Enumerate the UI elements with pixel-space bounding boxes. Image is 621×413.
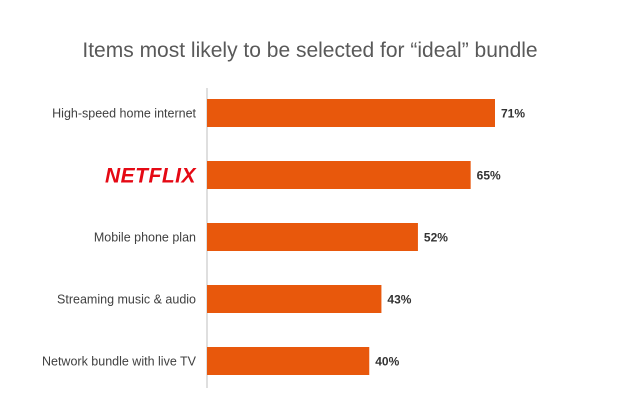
bar-3 (207, 285, 382, 313)
bar-0 (207, 99, 495, 127)
value-label-1: 65% (477, 169, 501, 183)
chart-title: Items most likely to be selected for “id… (82, 39, 537, 62)
value-label-2: 52% (424, 231, 448, 245)
value-label-4: 40% (375, 355, 399, 369)
value-label-3: 43% (387, 293, 411, 307)
category-label-4: Network bundle with live TV (42, 355, 197, 369)
value-label-0: 71% (501, 107, 525, 121)
bar-4 (207, 347, 370, 375)
category-label-3: Streaming music & audio (57, 293, 196, 307)
category-labels: High-speed home internet NETFLIX Mobile ph… (42, 107, 197, 369)
value-labels: 71% 65% 52% 43% 40% (375, 107, 525, 369)
category-label-0: High-speed home internet (52, 107, 196, 121)
bars-group (207, 99, 495, 375)
bar-1 (207, 161, 471, 189)
netflix-logo-label: NETFLIX (105, 165, 197, 188)
bar-2 (207, 223, 418, 251)
category-label-2: Mobile phone plan (94, 231, 196, 245)
